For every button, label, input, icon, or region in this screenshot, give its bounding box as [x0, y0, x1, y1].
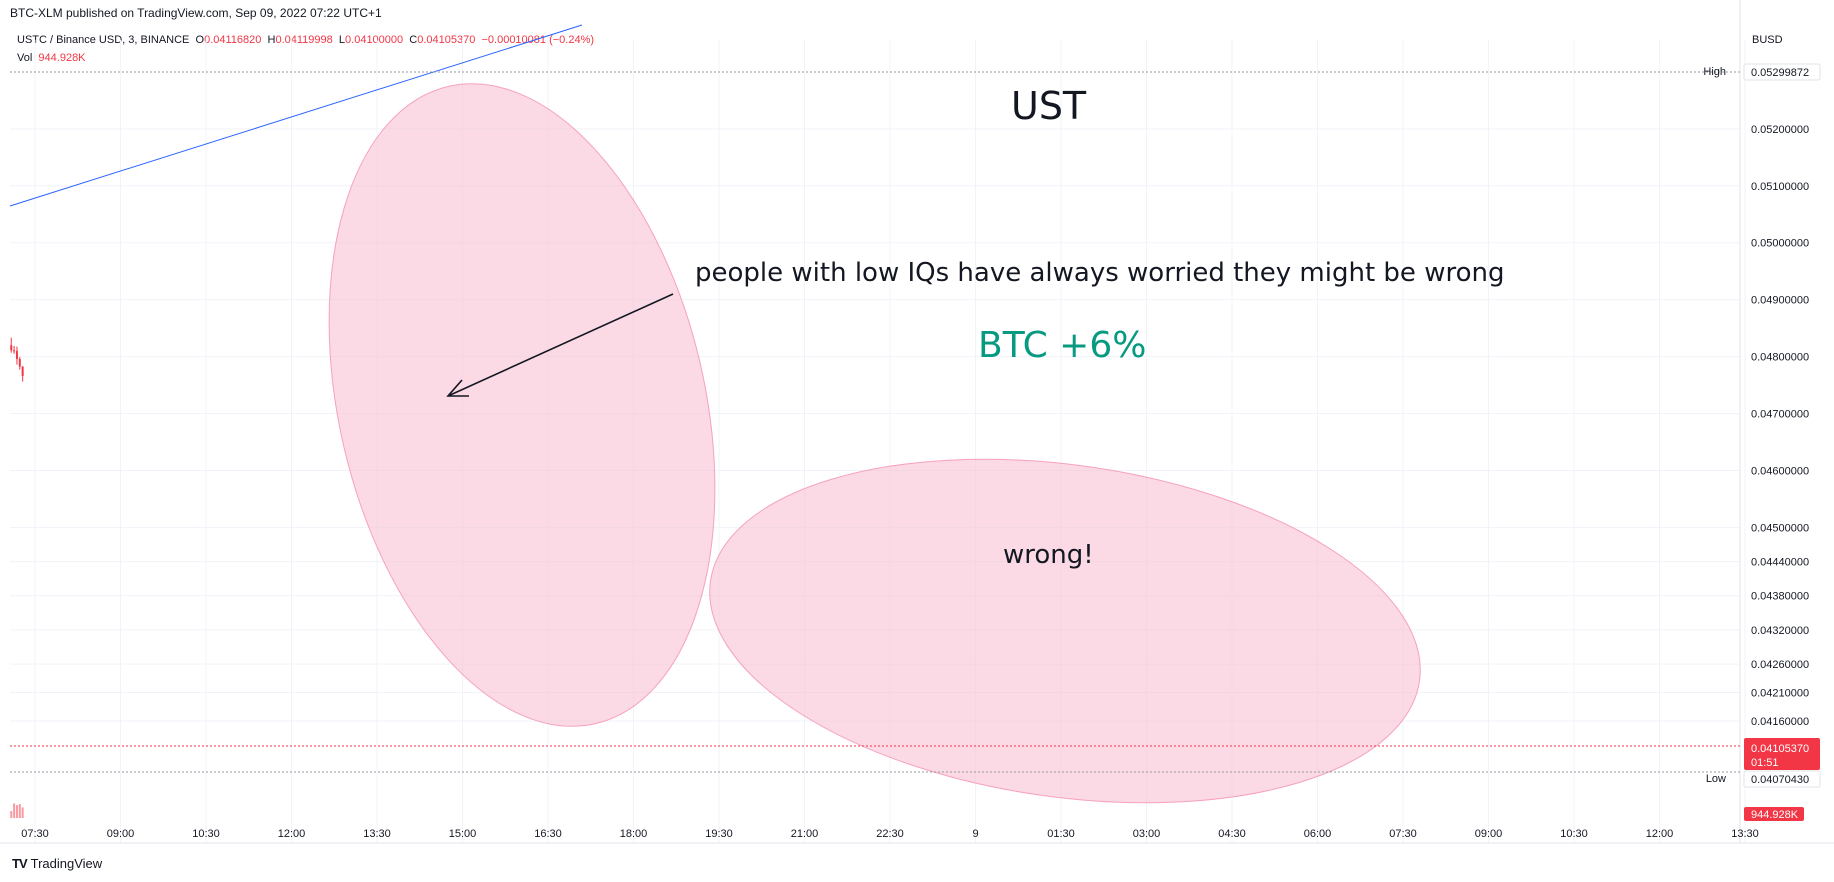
y-tick-label: 0.04260000	[1751, 659, 1809, 671]
symbol-name[interactable]: USTC / Binance USD, 3, BINANCE	[17, 34, 190, 46]
annotation-wrong: wrong!	[1003, 540, 1094, 570]
currency-label: BUSD	[1752, 34, 1783, 46]
x-tick-label: 07:30	[1389, 828, 1417, 840]
publisher-line: BTC-XLM published on TradingView.com, Se…	[10, 6, 382, 20]
x-tick-label: 21:00	[791, 828, 819, 840]
highlight-ellipse-pump	[328, 83, 716, 727]
x-tick-label: 13:30	[363, 828, 391, 840]
x-tick-label: 07:30	[21, 828, 49, 840]
volume-bars	[10, 803, 24, 818]
high-tag-text: High	[1703, 66, 1726, 78]
vol-value: 944.928K	[38, 52, 86, 64]
high-value-box	[1743, 63, 1821, 81]
candlestick-series	[10, 337, 24, 382]
price-axis: 0.05200000 0.05100000 0.05000000 0.04900000…	[1751, 124, 1809, 728]
brand-label: TradingView	[30, 856, 103, 871]
tradingview-brand[interactable]: TV TradingView	[12, 856, 102, 871]
open-label: O	[195, 34, 205, 46]
highlight-ellipse-range	[709, 458, 1421, 804]
symbol-legend[interactable]: USTC / Binance USD, 3, BINANCE O0.041168…	[17, 34, 594, 46]
x-tick-label: 10:30	[192, 828, 220, 840]
x-tick-label: 10:30	[1560, 828, 1588, 840]
y-tick-label: 0.05000000	[1751, 238, 1809, 250]
high-label: H	[267, 34, 276, 46]
change-value: −0.00010081 (−0.24%)	[481, 34, 595, 46]
x-tick-label: 04:30	[1218, 828, 1246, 840]
trend-line	[9, 24, 583, 207]
y-tick-label: 0.04440000	[1751, 557, 1809, 569]
x-tick-label: 15:00	[449, 828, 477, 840]
annotation-title: UST	[1011, 84, 1087, 128]
x-tick-label: 12:00	[278, 828, 306, 840]
x-tick-label: 12:00	[1646, 828, 1674, 840]
candle-body	[18, 359, 21, 367]
x-tick-label: 9	[972, 828, 978, 840]
volume-bar	[21, 807, 24, 818]
annotation-comment: people with low IQs have always worried …	[695, 258, 1505, 288]
volume-bar	[13, 803, 16, 818]
x-tick-label: 22:30	[876, 828, 904, 840]
high-value: 0.04119998	[275, 34, 333, 46]
time-axis: 07:30 09:00 10:30 12:00 13:30 15:00 16:30 18:00…	[21, 828, 1759, 840]
vol-label: Vol	[17, 52, 33, 64]
tradingview-logo-icon: TV	[12, 856, 28, 871]
y-tick-label: 0.04160000	[1751, 716, 1809, 728]
annotation-arrow	[446, 293, 674, 397]
x-tick-label: 18:00	[620, 828, 648, 840]
x-tick-label: 16:30	[534, 828, 562, 840]
last-price-box	[1744, 738, 1820, 770]
arrow-head	[446, 379, 469, 397]
volume-bar	[10, 811, 13, 818]
y-tick-label: 0.05100000	[1751, 181, 1809, 193]
y-tick-label: 0.04800000	[1751, 352, 1809, 364]
candle-body	[21, 366, 24, 376]
x-tick-label: 01:30	[1047, 828, 1075, 840]
y-tick-label: 0.04210000	[1751, 688, 1809, 700]
y-tick-label: 0.04700000	[1751, 409, 1809, 421]
candle-body	[13, 350, 16, 352]
low-tag-text: Low	[1706, 773, 1726, 785]
volume-bar	[15, 805, 18, 818]
x-tick-label: 19:30	[705, 828, 733, 840]
close-label: C	[409, 34, 418, 46]
volume-bar	[18, 804, 21, 818]
low-value-box	[1743, 770, 1821, 788]
x-tick-label: 09:00	[1475, 828, 1503, 840]
x-tick-label: 13:30	[1731, 828, 1759, 840]
low-label: L	[338, 34, 346, 46]
candle-body	[15, 351, 18, 360]
open-value: 0.04116820	[204, 34, 262, 46]
x-tick-label: 09:00	[107, 828, 135, 840]
arrow-shaft	[447, 293, 674, 397]
last-price-text: 0.04105370	[1751, 743, 1809, 755]
y-tick-label: 0.04320000	[1751, 625, 1809, 637]
y-tick-label: 0.05200000	[1751, 124, 1809, 136]
y-tick-label: 0.04900000	[1751, 295, 1809, 307]
candle-body	[10, 345, 13, 351]
annotation-btc: BTC +6%	[978, 325, 1147, 366]
high-value-text: 0.05299872	[1751, 67, 1809, 79]
countdown-text: 01:51	[1751, 757, 1779, 769]
y-tick-label: 0.04500000	[1751, 522, 1809, 534]
close-value: 0.04105370	[417, 34, 476, 46]
x-tick-label: 06:00	[1304, 828, 1332, 840]
low-value-text: 0.04070430	[1751, 774, 1809, 786]
x-tick-label: 03:00	[1133, 828, 1161, 840]
y-tick-label: 0.04380000	[1751, 591, 1809, 603]
y-tick-label: 0.04600000	[1751, 465, 1809, 477]
volume-value-text: 944.928K	[1751, 809, 1799, 821]
low-value: 0.04100000	[345, 34, 404, 46]
volume-value-box	[1744, 807, 1804, 821]
volume-legend[interactable]: Vol 944.928K	[17, 52, 86, 64]
